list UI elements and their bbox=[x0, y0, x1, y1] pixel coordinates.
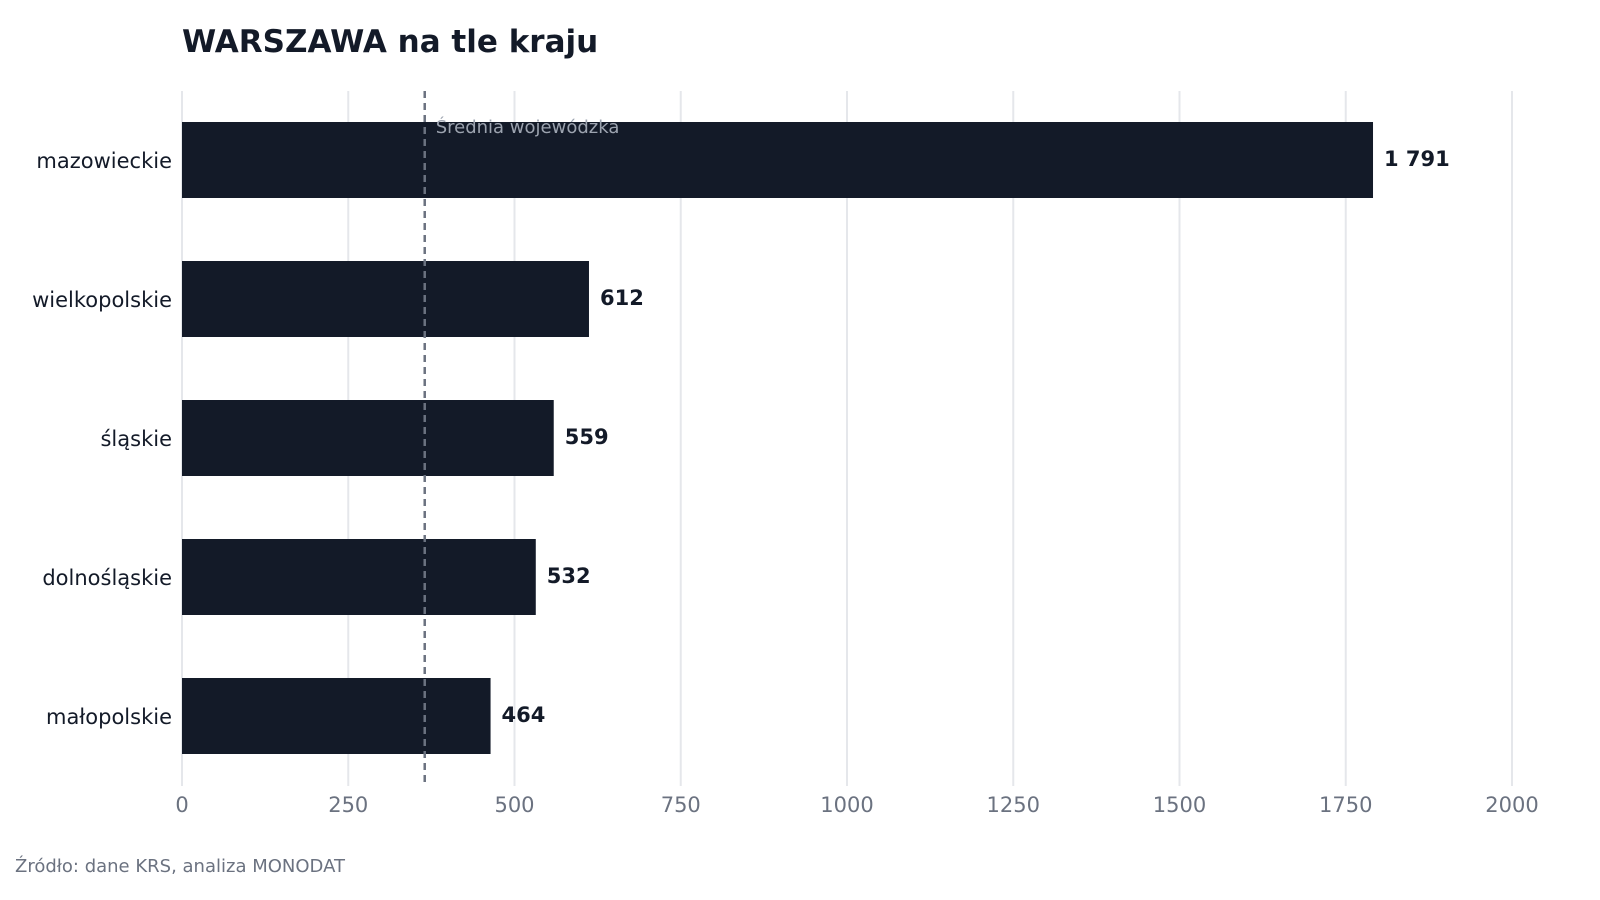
x-tick-label: 250 bbox=[328, 793, 368, 817]
bar bbox=[182, 122, 1374, 198]
x-axis-ticks: 0 250 500 750 1000 1250 1500 1750 2000 bbox=[175, 793, 1538, 817]
value-label: 559 bbox=[565, 425, 609, 449]
bars bbox=[182, 122, 1374, 754]
value-label: 464 bbox=[502, 703, 546, 727]
category-label: śląskie bbox=[100, 427, 172, 451]
x-tick-label: 750 bbox=[661, 793, 701, 817]
x-tick-label: 1500 bbox=[1153, 793, 1206, 817]
x-tick-label: 1250 bbox=[987, 793, 1040, 817]
value-label: 1 791 bbox=[1384, 147, 1450, 171]
x-tick-label: 1000 bbox=[820, 793, 873, 817]
value-label: 612 bbox=[600, 286, 644, 310]
x-tick-label: 500 bbox=[494, 793, 534, 817]
reference-line-label: Średnia wojewódzka bbox=[436, 116, 620, 138]
reference-line-group: Średnia wojewódzka bbox=[423, 91, 620, 786]
bar bbox=[182, 400, 554, 476]
value-label: 532 bbox=[547, 564, 591, 588]
source-note: Źródło: dane KRS, analiza MONODAT bbox=[15, 856, 345, 877]
bar bbox=[182, 539, 536, 615]
category-label: małopolskie bbox=[46, 705, 172, 729]
bar bbox=[182, 678, 491, 754]
category-label: dolnośląskie bbox=[42, 566, 172, 590]
bar bbox=[182, 261, 589, 337]
category-label: mazowieckie bbox=[36, 149, 172, 173]
labels: mazowieckie 1 791 wielkopolskie 612 śląskie 5… bbox=[32, 147, 1450, 729]
x-tick-label: 2000 bbox=[1485, 793, 1538, 817]
category-label: wielkopolskie bbox=[32, 288, 172, 312]
x-tick-label: 0 bbox=[175, 793, 188, 817]
chart-title: WARSZAWA na tle kraju bbox=[182, 24, 599, 60]
x-tick-label: 1750 bbox=[1319, 793, 1372, 817]
